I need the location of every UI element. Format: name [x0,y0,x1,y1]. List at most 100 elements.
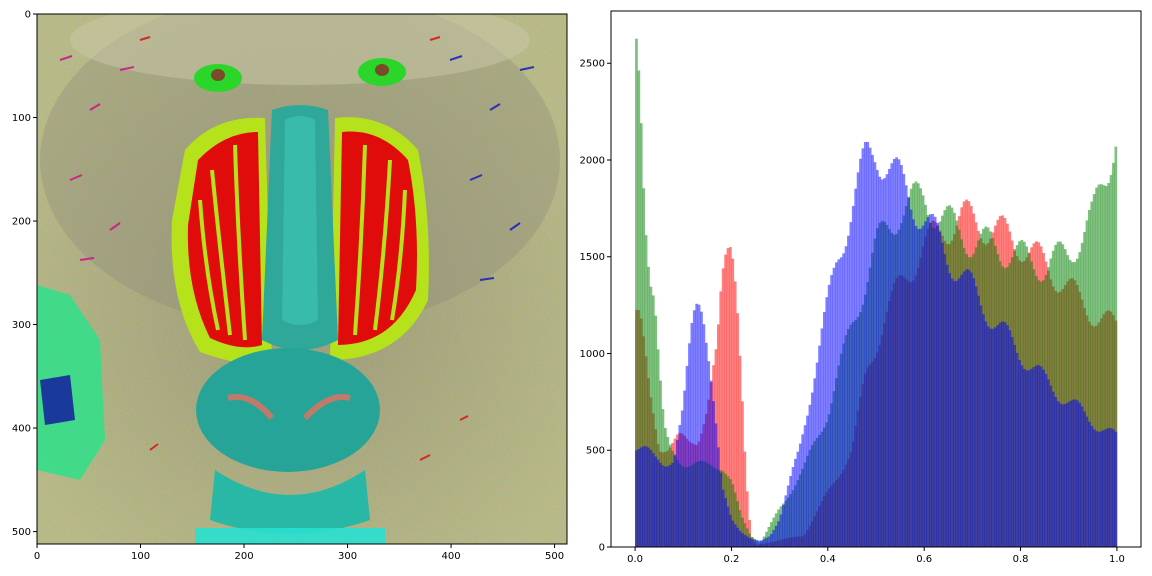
histogram-bar [753,539,756,547]
histogram-bar [842,253,845,547]
histogram-bar [724,498,727,547]
histogram-bar [1080,242,1084,547]
histogram-y-tick-label: 2000 [580,155,605,166]
histogram-bar [794,458,797,547]
histogram-bar [1075,400,1079,547]
histogram-bar [1044,373,1048,547]
histogram-bar [1006,325,1009,547]
histogram-bar [1025,370,1029,547]
histogram-bar [656,349,660,547]
histogram-bar [912,219,915,547]
histogram-bar [782,505,785,547]
histogram-bar [637,70,641,547]
histogram-bar [868,147,872,547]
histogram-bar [664,466,667,547]
histogram-bar [957,278,961,547]
mandrill-image [37,14,567,544]
histogram-x-tick-label: 0.2 [724,554,740,565]
histogram-bar [1022,368,1026,547]
histogram-bar [991,328,995,547]
histogram-bar [1092,429,1096,547]
histogram-bar [801,434,805,547]
image-y-tick-label: 400 [12,424,31,435]
histogram-bar [678,425,682,547]
histogram-bar [863,141,867,548]
histogram-bar [714,423,718,547]
histogram-bar [936,222,939,547]
histogram-bar [955,280,959,547]
histogram-bar [1090,201,1094,548]
histogram-bar [745,536,749,547]
histogram-bar [673,454,677,547]
histogram-bar [849,222,853,548]
histogram-bar [1056,241,1060,547]
histogram-bar [767,536,771,547]
histogram-bar [748,520,752,547]
histogram-bar [726,506,730,547]
histogram-bar [965,269,968,547]
image-y-tick-label: 200 [12,217,31,228]
histogram-bar [644,446,648,547]
histogram-bar [998,322,1002,547]
histogram-y-tick-label: 0 [599,543,605,554]
histogram-bar [897,159,901,547]
histogram-bar [1073,399,1077,547]
histogram-bar [1037,365,1041,547]
histogram-bar [659,462,662,547]
histogram-bar [969,272,973,547]
histogram-bar [762,538,766,547]
histogram-bar [774,525,778,547]
histogram-bar [1018,359,1021,547]
histogram-bar [1030,368,1033,547]
histogram-bar [743,451,747,547]
histogram-bar [1104,185,1108,548]
histogram-bar [919,228,923,547]
histogram-bar [680,410,684,547]
histogram-bar [733,492,737,547]
histogram-bar [878,176,882,548]
histogram-x-tick-label: 0.6 [916,554,932,565]
histogram-bar [803,425,807,547]
histogram-bar [721,489,725,547]
histogram-bar [1083,231,1086,547]
histogram-bar [989,328,992,547]
histogram-bar [755,540,759,547]
histogram-bar [635,38,638,548]
histogram-bar [914,225,918,547]
histogram-bar [1078,402,1082,547]
histogram-bar [1056,401,1060,547]
histogram-bar [847,235,850,547]
histogram-bar [738,355,742,547]
image-y-tick-label: 0 [25,10,31,21]
histogram-bar [731,520,735,547]
histogram-bar [1061,404,1065,547]
histogram-bar [745,491,749,547]
histogram-bar [717,447,720,547]
histogram-bar [765,537,768,547]
histogram-bar [671,462,674,547]
histogram-bar [729,479,732,547]
histogram-bar [642,446,646,547]
histogram-bar [697,304,701,547]
histogram-bar [960,274,964,547]
histogram-y-tick-label: 1000 [580,349,605,360]
histogram-bar [1109,175,1113,547]
image-axes: 0 100 200 300 400 500 0 100 200 300 400 500 [12,10,568,562]
histogram-bar [984,321,988,547]
histogram-bar [1107,428,1110,547]
histogram-bar [892,158,896,547]
histogram-bar [967,269,971,547]
histogram-x-tick-label: 1.0 [1109,554,1125,565]
histogram-bar [647,447,650,547]
image-x-tick-label: 0 [34,551,40,562]
histogram-frame [610,10,1142,548]
histogram-bar [717,324,720,547]
histogram-bar [724,254,727,547]
histogram-bar [741,533,744,547]
histogram-bar [702,324,706,547]
histogram-bar [644,235,648,547]
histogram-bar [818,345,821,547]
image-frame [36,13,568,545]
histogram-bar [986,326,990,547]
histogram-bar [736,313,739,547]
